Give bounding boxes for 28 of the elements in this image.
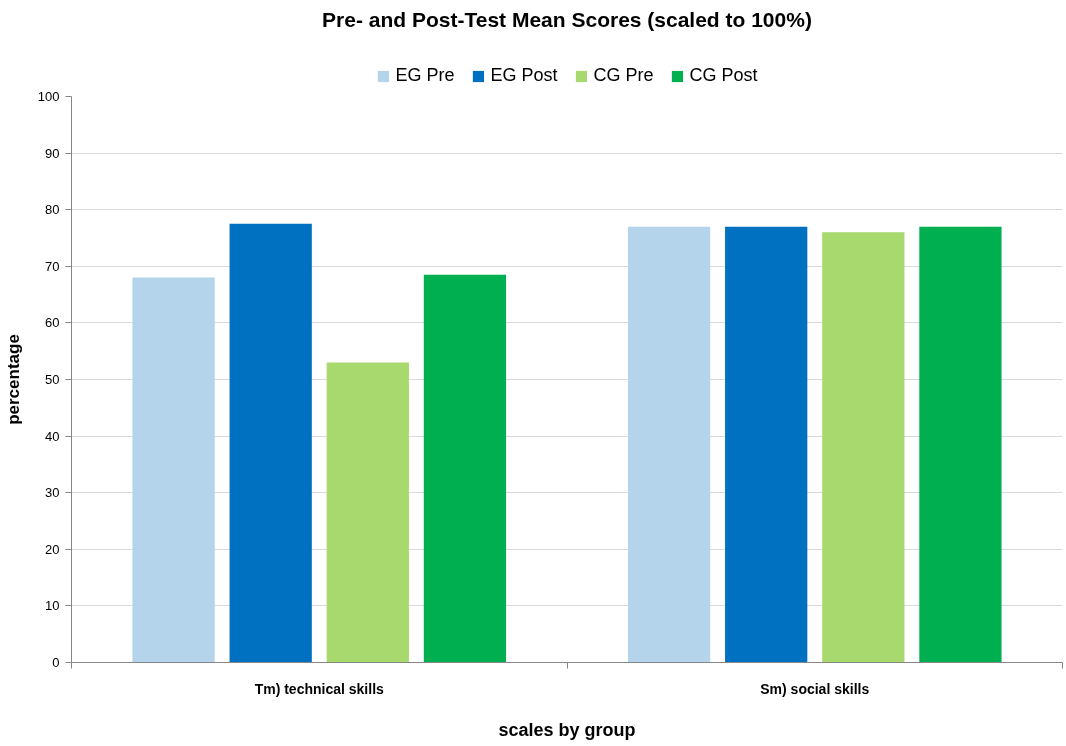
y-tick-label: 100 xyxy=(37,89,60,104)
bar xyxy=(132,277,215,663)
y-tick-label: 50 xyxy=(45,372,60,387)
y-tick-label: 90 xyxy=(45,145,60,161)
bar xyxy=(725,226,808,663)
bar xyxy=(229,223,312,663)
bar xyxy=(822,232,905,663)
legend-label: CG Pre xyxy=(593,65,654,86)
y-tick-label: 40 xyxy=(45,428,60,444)
legend-label: EG Post xyxy=(490,65,558,86)
y-tick-label: 0 xyxy=(52,655,60,670)
y-tick-label: 20 xyxy=(45,541,60,557)
legend-label: EG Pre xyxy=(395,65,455,86)
bar xyxy=(423,274,507,663)
legend-label: CG Post xyxy=(689,65,758,86)
bar xyxy=(326,362,409,663)
y-tick-label: 70 xyxy=(45,258,60,274)
x-tick-label: Tm) technical skills xyxy=(254,680,385,697)
y-tick-label: 80 xyxy=(45,202,60,218)
y-tick-label: 10 xyxy=(45,598,60,614)
bar xyxy=(627,226,711,663)
y-tick-label: 60 xyxy=(45,315,60,331)
x-tick-label: Sm) social skills xyxy=(760,680,870,697)
y-tick-label: 30 xyxy=(45,485,60,501)
chart-title: Pre- and Post-Test Mean Scores (scaled to 100%) xyxy=(322,7,812,31)
y-axis-title: percentage xyxy=(3,334,23,425)
x-axis-title: scales by group xyxy=(498,719,636,740)
bar xyxy=(919,226,1002,663)
